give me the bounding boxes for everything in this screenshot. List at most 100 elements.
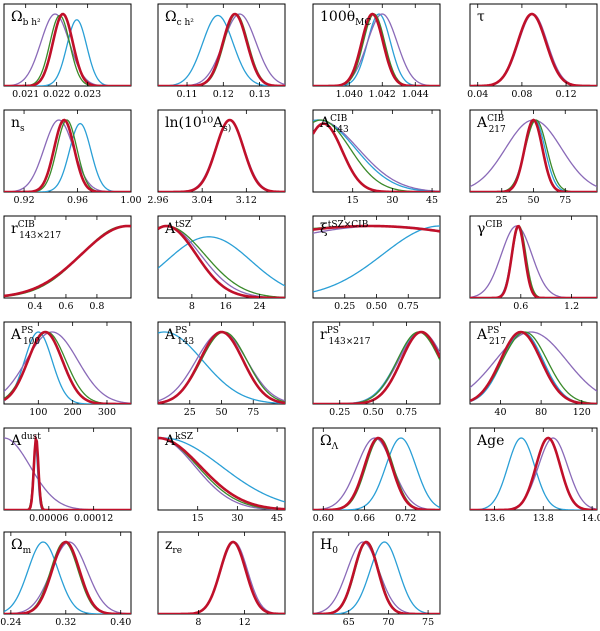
curve-red <box>470 436 597 510</box>
panel-title: Ωm <box>11 537 32 556</box>
curve-red <box>4 330 131 404</box>
panel-100-mc: 1.040 1.042 1.044 100θMC <box>312 3 441 100</box>
tick-label: 45 <box>426 195 438 206</box>
tick-label: 1.040 <box>336 89 363 100</box>
panel-a-ps-100: 100 200 300 APS 100 <box>3 321 132 418</box>
tick-label: 0.66 <box>354 513 375 524</box>
panel-frame <box>3 109 132 193</box>
tick-label: 0.4 <box>27 301 42 312</box>
panel-a-cib-143: 15 30 45 ACIB 143 <box>312 109 441 206</box>
tick-label: 0.13 <box>249 89 270 100</box>
tick-label: 75 <box>422 617 434 628</box>
curve-red <box>313 540 440 614</box>
curve-green <box>470 225 597 298</box>
tick-label: 0.92 <box>13 195 34 206</box>
tick-label: 0.96 <box>67 195 88 206</box>
curve-green <box>158 225 285 298</box>
tick-label: 45 <box>271 513 283 524</box>
curve-red <box>470 12 597 86</box>
tick-label: 25 <box>496 195 508 206</box>
tick-label: 14.0 <box>582 513 600 524</box>
curve-blue <box>158 14 285 86</box>
curve-green <box>470 13 597 86</box>
panel-title: rCIB 143×217 <box>11 220 61 241</box>
curve-blue <box>313 437 440 510</box>
tick-label: 0.023 <box>74 89 101 100</box>
tick-label: 65 <box>343 617 355 628</box>
tick-label: 1.044 <box>402 89 429 100</box>
tick-label: 0.50 <box>366 301 387 312</box>
panel-frame <box>312 427 441 511</box>
tick-label: 30 <box>386 195 398 206</box>
curve-red <box>158 330 285 404</box>
tick-label: 75 <box>559 195 571 206</box>
tick-label: 0.75 <box>398 301 419 312</box>
curve-blue <box>313 225 440 293</box>
tick-label: 50 <box>527 195 539 206</box>
curve-purple <box>470 225 597 298</box>
tick-label: 0.04 <box>467 89 488 100</box>
tick-label: 0.25 <box>329 407 350 418</box>
panel-frame <box>157 427 286 511</box>
panel-title: γCIB <box>477 220 503 237</box>
panel-ln-10-a-s: 2.96 3.04 3.12 ln(10¹⁰As) <box>147 109 286 206</box>
tick-label: 0.00012 <box>74 513 113 524</box>
panel-cib: 0.6 1.2 γCIB <box>469 215 598 312</box>
curve-purple <box>4 331 131 404</box>
curve-purple <box>158 437 285 510</box>
curve-blue <box>4 331 131 404</box>
curve-red <box>158 224 285 298</box>
curve-red <box>4 434 131 510</box>
panel-frame <box>3 215 132 299</box>
panel-title: τ <box>477 9 485 25</box>
curve-red <box>158 12 285 86</box>
tick-label: 0.12 <box>556 89 577 100</box>
panel-frame <box>469 321 598 405</box>
curve-blue <box>4 122 131 192</box>
tick-label: 0.08 <box>511 89 532 100</box>
panel-frame <box>469 427 598 511</box>
panel-param: 0.04 0.08 0.12 τ <box>467 3 598 100</box>
curve-red <box>4 224 131 298</box>
curve-green <box>4 440 131 510</box>
panel-title: rPS 143×217 <box>320 326 371 347</box>
panel-age: 13.6 13.8 14.0 Age <box>469 427 600 524</box>
curve-blue <box>4 19 131 86</box>
panel-b-h: 0.021 0.022 0.023 Ωb h² <box>3 3 132 100</box>
panel-r-ps-143-217: 0.25 0.50 0.75 rPS 143×217 <box>312 321 441 418</box>
curve-red <box>4 118 131 192</box>
curve-red <box>158 540 285 614</box>
panel-a-ps-217: 40 80 120 APS 217 <box>469 321 598 418</box>
tick-label: 0.72 <box>395 513 416 524</box>
panel-r-cib-143-217: 0.4 0.6 0.8 rCIB 143×217 <box>3 215 132 312</box>
tick-label: 1.042 <box>369 89 396 100</box>
panel-frame <box>3 321 132 405</box>
curve-red <box>158 436 285 510</box>
curve-blue <box>4 541 131 614</box>
curve-blue <box>158 236 285 287</box>
panel-frame <box>3 3 132 87</box>
tick-label: 1.2 <box>564 301 579 312</box>
panel-title: APS 217 <box>476 326 506 347</box>
curve-red <box>470 224 597 298</box>
panel-title: APS 100 <box>10 326 40 347</box>
panel-frame <box>157 3 286 87</box>
tick-label: 2.96 <box>147 195 168 206</box>
panel-frame <box>469 3 598 87</box>
panel-n-s: 0.92 0.96 1.00 ns <box>3 109 142 206</box>
panel-frame <box>469 215 598 299</box>
tick-label: 100 <box>29 407 47 418</box>
curve-red <box>470 330 597 404</box>
tick-label: 50 <box>215 407 227 418</box>
panel-title: Adust <box>10 432 41 449</box>
panel-title: ξtSZ×CIB <box>320 220 369 237</box>
tick-label: 75 <box>247 407 259 418</box>
tick-label: 1.00 <box>120 195 141 206</box>
tick-label: 30 <box>231 513 243 524</box>
curve-purple <box>470 331 597 392</box>
panel-frame <box>312 3 441 87</box>
tick-label: 40 <box>494 407 506 418</box>
tick-label: 0.60 <box>313 513 334 524</box>
panel-title: ACIB 143 <box>319 114 349 135</box>
